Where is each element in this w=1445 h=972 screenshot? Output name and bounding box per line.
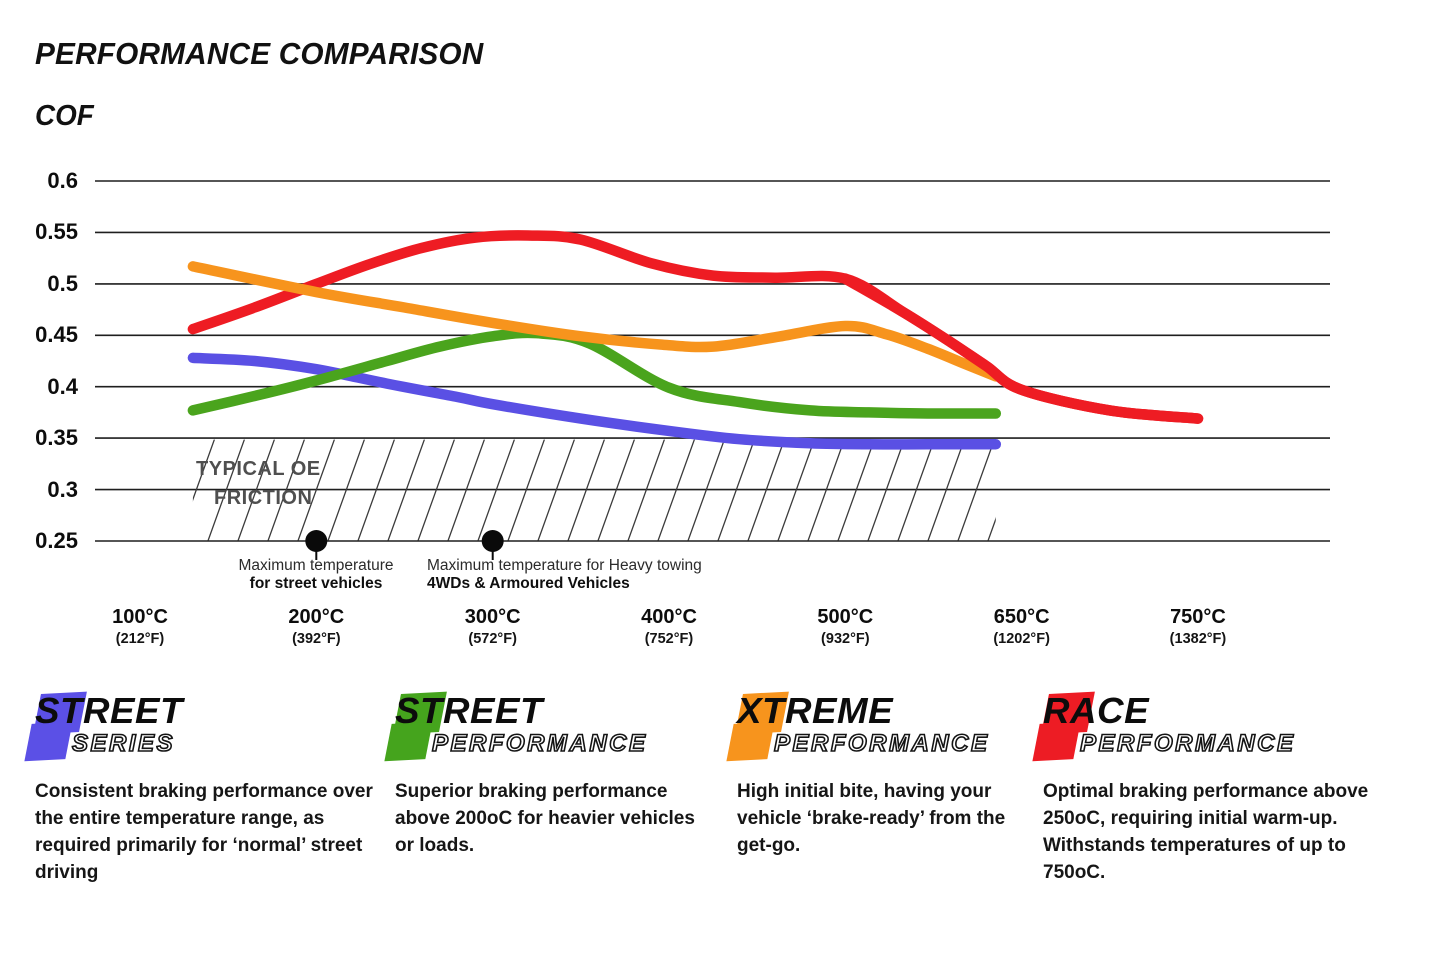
- x-tick-celsius: 400°C: [641, 606, 697, 628]
- race-performance-logo: RACE PERFORMANCE: [1032, 692, 1375, 768]
- series-street-series: [187, 352, 1002, 450]
- logo-word-1: RACE: [1043, 690, 1150, 731]
- page-title: PERFORMANCE COMPARISON: [35, 36, 484, 71]
- legend-item-xtreme-performance: XTREME PERFORMANCE High initial bite, ha…: [726, 692, 1019, 859]
- x-tick-celsius: 750°C: [1170, 606, 1226, 628]
- logo-word-1: STREET: [35, 690, 183, 731]
- chart-canvas: [95, 180, 1330, 560]
- legend-item-street-performance: STREET PERFORMANCE Superior braking perf…: [384, 692, 717, 859]
- street-performance-logo: STREET PERFORMANCE: [384, 692, 717, 768]
- oe-friction-hatch: [192, 439, 996, 541]
- y-tick-label: 0.6: [47, 168, 78, 193]
- max-temp-dot: [305, 530, 328, 552]
- max-temp-dot: [481, 530, 504, 552]
- oe-friction-label-line2: FRICTION: [214, 487, 313, 509]
- legend-item-race-performance: RACE PERFORMANCE Optimal braking perform…: [1032, 692, 1375, 886]
- x-tick-celsius: 300°C: [464, 606, 521, 628]
- x-tick-label: 650°C (1202°F): [934, 606, 1110, 647]
- x-tick-celsius: 650°C: [993, 606, 1050, 628]
- legend-description: Consistent braking performance over the …: [35, 781, 373, 883]
- annotation-max-temp-street: Maximum temperature for street vehicles: [166, 557, 466, 593]
- y-tick-label: 0.45: [35, 322, 78, 348]
- logo-word-1: XTREME: [737, 690, 894, 731]
- y-axis-title: COF: [35, 100, 94, 132]
- annotation-text: Maximum temperature for Heavy towing: [427, 557, 702, 574]
- oe-friction-label-line1: TYPICAL OE: [196, 458, 321, 480]
- logo-word-2: PERFORMANCE: [1079, 729, 1296, 758]
- annotation-max-temp-heavy: Maximum temperature for Heavy towing 4WD…: [427, 557, 767, 593]
- logo-word-2: PERFORMANCE: [431, 729, 648, 758]
- x-tick-label: 400°C (752°F): [581, 606, 757, 647]
- legend: STREET SERIES Consistent braking perform…: [0, 692, 1445, 962]
- x-tick-fahrenheit: (392°F): [292, 631, 341, 647]
- logo-word-1: STREET: [395, 690, 543, 731]
- x-tick-label: 100°C (212°F): [52, 606, 228, 647]
- y-tick-label: 0.4: [47, 373, 78, 399]
- logo-word-2: PERFORMANCE: [773, 729, 990, 758]
- y-tick-label: 0.55: [35, 219, 78, 245]
- x-tick-celsius: 200°C: [288, 606, 345, 628]
- x-tick-fahrenheit: (752°F): [644, 631, 694, 647]
- x-tick-label: 200°C (392°F): [228, 606, 404, 647]
- annotation-text-bold: 4WDs & Armoured Vehicles: [427, 575, 630, 592]
- x-tick-fahrenheit: (212°F): [115, 631, 165, 647]
- annotation-text: Maximum temperature: [238, 557, 394, 574]
- cof-chart: 0.6 0.55 0.5 0.45 0.4 0.35 0.3 0.25 100°C (212°F…: [35, 168, 1330, 647]
- legend-description: Optimal braking performance above 250oC,…: [1043, 781, 1369, 883]
- y-tick-label: 0.5: [47, 270, 78, 296]
- x-tick-celsius: 100°C: [112, 606, 168, 628]
- street-series-logo: STREET SERIES: [24, 692, 375, 768]
- legend-description: Superior braking performance above 200oC…: [395, 781, 695, 856]
- xtreme-performance-logo: XTREME PERFORMANCE: [726, 692, 1019, 768]
- x-tick-label: 750°C (1382°F): [1110, 606, 1286, 647]
- series-xtreme-performance: [187, 261, 1002, 382]
- x-tick-celsius: 500°C: [817, 606, 874, 628]
- x-tick-fahrenheit: (1382°F): [1169, 631, 1227, 647]
- x-tick-fahrenheit: (572°F): [468, 631, 517, 647]
- legend-item-street-series: STREET SERIES Consistent braking perform…: [24, 692, 375, 886]
- annotation-text-bold: for street vehicles: [249, 575, 383, 592]
- x-tick-label: 500°C (932°F): [757, 606, 933, 647]
- y-tick-label: 0.3: [47, 476, 78, 502]
- x-tick-fahrenheit: (932°F): [821, 631, 870, 647]
- y-tick-label: 0.35: [35, 425, 78, 451]
- legend-description: High initial bite, having your vehicle ‘…: [737, 781, 1006, 856]
- logo-word-2: SERIES: [71, 729, 176, 758]
- y-tick-label: 0.25: [35, 528, 78, 553]
- x-tick-fahrenheit: (1202°F): [993, 631, 1050, 647]
- x-tick-label: 300°C (572°F): [405, 606, 581, 647]
